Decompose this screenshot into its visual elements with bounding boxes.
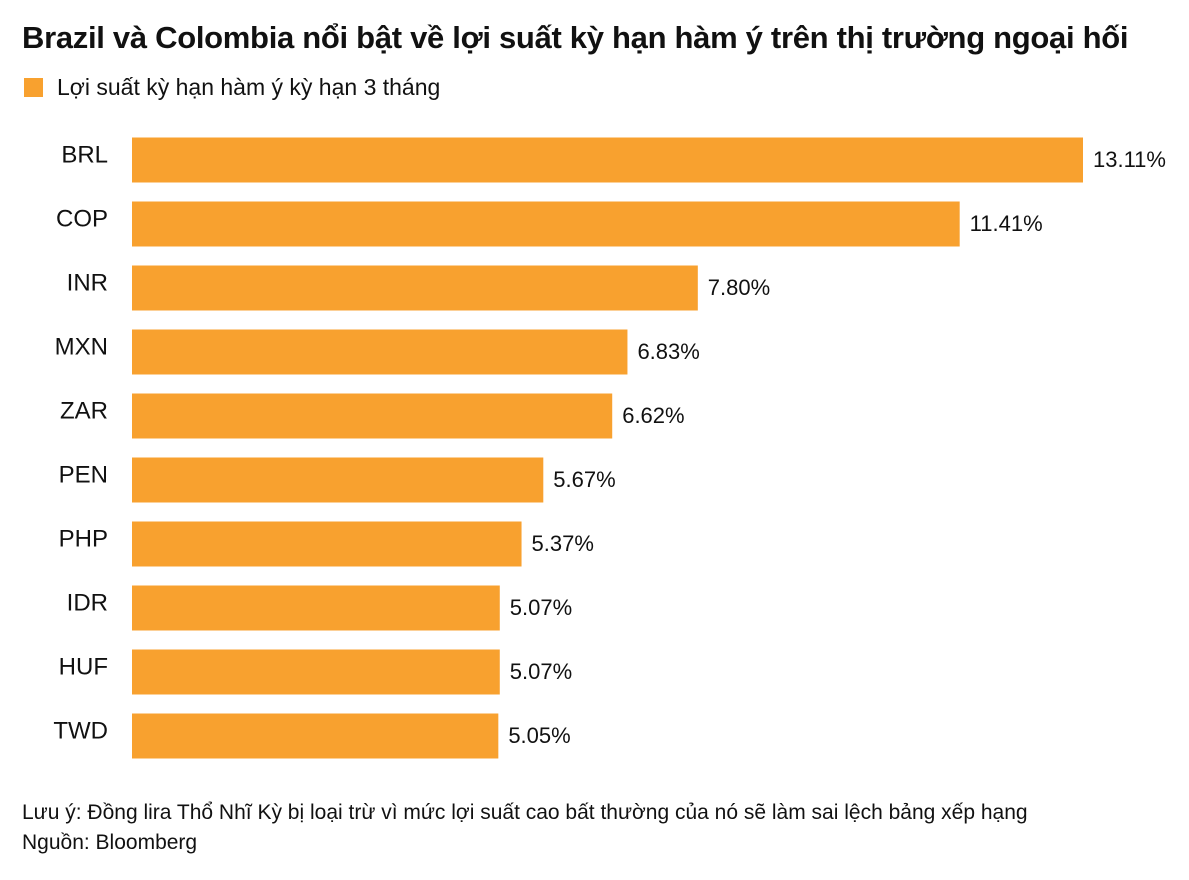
bar-pen <box>132 457 544 503</box>
category-label-pen: PEN <box>59 461 108 488</box>
value-label-zar: 6.62% <box>622 403 684 428</box>
category-label-inr: INR <box>67 269 108 296</box>
footer-note: Lưu ý: Đồng lira Thổ Nhĩ Kỳ bị loại trừ … <box>22 801 1028 824</box>
bar-huf <box>132 649 500 695</box>
category-label-brl: BRL <box>61 141 108 168</box>
bar-cop <box>132 201 960 247</box>
bar-mxn <box>132 329 628 375</box>
value-label-huf: 5.07% <box>510 659 572 684</box>
value-label-php: 5.37% <box>532 531 594 556</box>
category-label-idr: IDR <box>67 589 108 616</box>
category-label-php: PHP <box>59 525 108 552</box>
legend-swatch <box>24 78 43 97</box>
value-label-pen: 5.67% <box>553 467 615 492</box>
value-label-twd: 5.05% <box>508 723 570 748</box>
category-label-huf: HUF <box>59 653 108 680</box>
bar-zar <box>132 393 613 439</box>
category-label-zar: ZAR <box>60 397 108 424</box>
bar-inr <box>132 265 698 311</box>
bar-chart: BRL 13.11% COP 11.41% INR 7.80% MXN 6.83% ZAR 6.6… <box>53 137 1166 759</box>
value-label-brl: 13.11% <box>1093 147 1166 172</box>
bar-brl <box>132 137 1083 183</box>
category-label-cop: COP <box>56 205 108 232</box>
bar-php <box>132 521 522 567</box>
value-label-mxn: 6.83% <box>637 339 699 364</box>
category-label-twd: TWD <box>53 717 108 744</box>
value-label-inr: 7.80% <box>708 275 770 300</box>
legend-label: Lợi suất kỳ hạn hàm ý kỳ hạn 3 tháng <box>57 74 441 100</box>
bar-twd <box>132 713 499 759</box>
value-label-cop: 11.41% <box>970 211 1043 236</box>
legend: Lợi suất kỳ hạn hàm ý kỳ hạn 3 tháng <box>24 74 440 101</box>
bar-idr <box>132 585 500 631</box>
category-label-mxn: MXN <box>55 333 108 360</box>
footer-source: Nguồn: Bloomberg <box>22 831 198 854</box>
footer: Lưu ý: Đồng lira Thổ Nhĩ Kỳ bị loại trừ … <box>22 798 1028 858</box>
chart-title: Brazil và Colombia nổi bật về lợi suất k… <box>22 20 1129 55</box>
value-label-idr: 5.07% <box>510 595 572 620</box>
